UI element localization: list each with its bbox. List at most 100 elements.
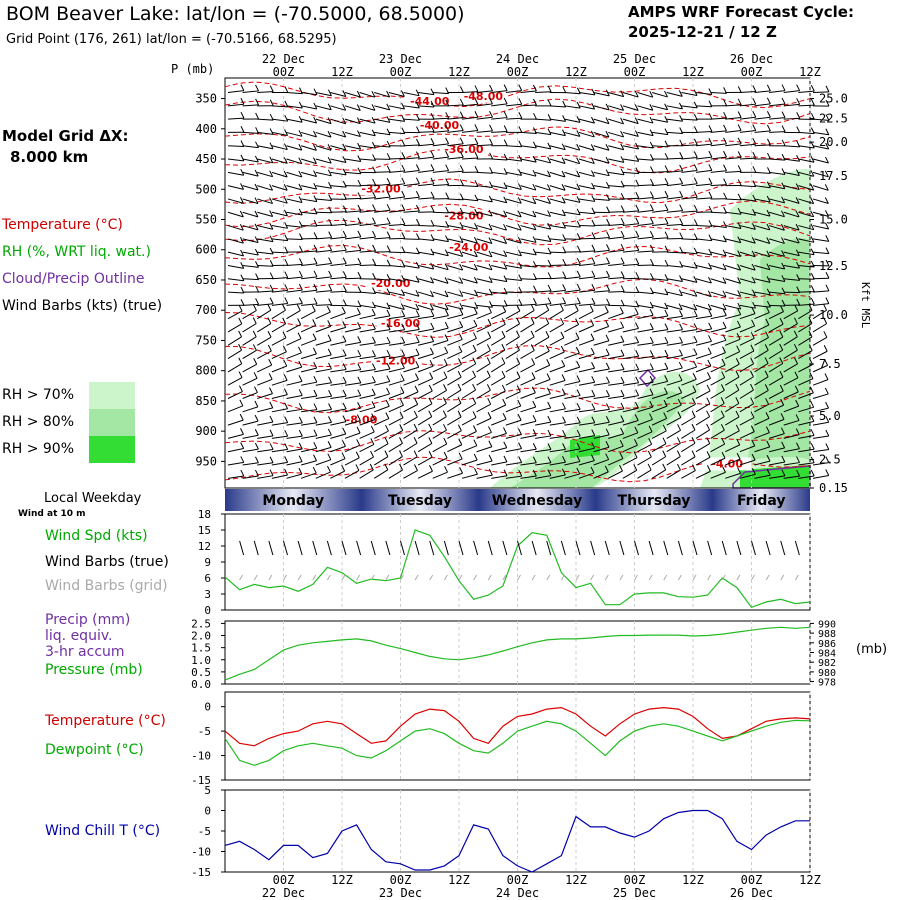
wind-barb [432, 364, 448, 373]
wind-barb-flag [415, 373, 419, 380]
wind-barb-flag [341, 452, 346, 459]
wind-barb [432, 352, 448, 360]
wind-barb [725, 278, 741, 284]
wind-barb-flag [752, 97, 757, 105]
temperature-line [224, 706, 811, 747]
wind-barb [798, 264, 815, 268]
wind-barb-flag [284, 86, 289, 93]
wind-barb [769, 291, 786, 295]
legend-wind-barbs: Wind Barbs (kts) (true) [2, 298, 163, 314]
wind-barb-flag [444, 303, 449, 311]
temperature-tick-label: -15 [191, 774, 211, 787]
wind-barb-flag [313, 429, 318, 436]
grid-wind-barb [473, 574, 478, 581]
wind-barb [476, 238, 493, 244]
wind-barb-flag [372, 272, 377, 280]
wind-barb [461, 338, 477, 346]
wind-barb-flag [371, 129, 376, 136]
surface-wind-barb [487, 540, 493, 556]
wind-barb-flag [708, 137, 713, 145]
wind-barb [695, 238, 712, 242]
wind-barb-flag [764, 344, 769, 351]
pressure-tick-label: 550 [195, 213, 217, 227]
wind-barb [271, 448, 288, 453]
wind-barb-flag [720, 424, 725, 431]
wind-barb [769, 90, 786, 94]
wind-barb-flag [372, 217, 376, 224]
wind-barb [549, 145, 566, 151]
wind-barb-flag [810, 469, 815, 477]
wind-barb [330, 312, 346, 320]
wind-barb-flag [605, 334, 610, 342]
wind-barb-flag [576, 170, 581, 178]
wind-barb-flag [679, 310, 684, 317]
wind-barb [812, 379, 829, 386]
wind-barb [812, 303, 829, 306]
wind-barb [593, 276, 610, 280]
wind-barb-flag [620, 156, 625, 163]
wind-barb [608, 223, 625, 227]
wind-barb [520, 363, 535, 373]
wind-barb-flag [488, 468, 493, 476]
wind-barb-flag [664, 177, 669, 185]
wind-barb [754, 363, 769, 373]
wind-barb-flag [605, 130, 610, 138]
wind-barb [564, 131, 580, 137]
wind-barb [491, 323, 506, 333]
wind-barb-flag [401, 232, 406, 239]
wind-barb-flag [532, 223, 537, 231]
wind-barb-flag [664, 128, 669, 135]
wind-barb [520, 238, 537, 243]
wind-barb [271, 365, 287, 373]
wind-barb [315, 249, 332, 253]
wind-barb-flag [502, 398, 507, 406]
weekday-label-monday: Monday [262, 493, 324, 509]
wind-barb [739, 376, 754, 386]
wind-barb-flag [298, 130, 303, 137]
wind-barb-flag [794, 304, 799, 312]
wind-barb-flag [591, 244, 596, 252]
wind-barb-flag [298, 297, 303, 304]
wind-barb [535, 264, 552, 267]
wind-barb [593, 92, 610, 97]
wind-barb-flag [620, 271, 625, 278]
wind-barb-flag [752, 194, 757, 202]
wind-barb-flag [384, 450, 389, 457]
wind-barb-flag [708, 322, 713, 330]
wind-barb [666, 251, 683, 254]
precip-tick-label: 1.0 [191, 654, 211, 667]
wind-barb [315, 185, 332, 189]
wind-barb-flag [342, 257, 347, 264]
wind-barb-flag [735, 358, 740, 365]
wind-barb-flag [750, 344, 755, 352]
grid-wind-barb [268, 574, 273, 581]
legend-rh80: RH > 80% [2, 414, 75, 430]
wind-barb [666, 210, 683, 213]
wind-barb-flag [605, 89, 610, 97]
wind-barb-flag [708, 88, 713, 95]
wind-barb-flag [284, 443, 289, 450]
wind-barb-flag [370, 450, 374, 458]
wind-barb-flag [400, 399, 404, 406]
wind-speed-tick-label: 15 [198, 524, 211, 537]
wind-barb-flag [706, 465, 711, 472]
wind-barb-flag [342, 415, 347, 422]
wind-barb [476, 278, 493, 283]
wind-barb [652, 196, 669, 200]
wind-barb [666, 469, 681, 479]
wind-barb-flag [634, 414, 639, 421]
wind-barb-flag [547, 401, 552, 409]
wind-barb [666, 429, 681, 439]
wind-barb-flag [810, 141, 815, 149]
wind-barb-flag [590, 130, 595, 138]
wind-barb-flag [561, 196, 566, 204]
wind-barb-flag [517, 399, 522, 407]
wind-barb-flag [664, 375, 669, 382]
wind-barb [286, 185, 303, 191]
wind-barb-flag [605, 169, 610, 176]
surface-wind-barb [458, 540, 464, 556]
wind-barb [783, 117, 800, 120]
wind-barb [257, 264, 274, 267]
wind-barb [798, 406, 814, 413]
wind-barb-flag [430, 276, 435, 284]
